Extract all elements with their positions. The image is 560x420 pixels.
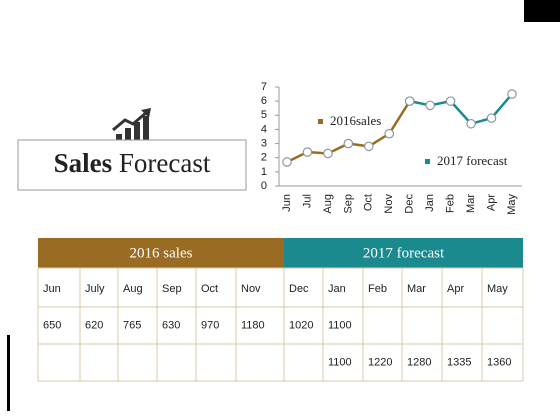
cell: 1335	[447, 356, 471, 368]
month-label: Jun	[43, 283, 61, 295]
title-bold: Sales	[54, 148, 113, 178]
y-tick-label: 3	[261, 137, 267, 149]
title-box	[17, 139, 247, 191]
title: Sales Forecast	[54, 148, 211, 178]
legend-label: 2017 forecast	[437, 153, 508, 168]
legend-swatch	[425, 159, 430, 164]
group-header	[284, 238, 523, 268]
month-label: Mar	[407, 283, 426, 295]
cell: 1360	[487, 356, 511, 368]
x-tick-label: May	[506, 194, 518, 215]
point	[507, 89, 517, 99]
point	[425, 100, 435, 111]
point	[384, 128, 395, 139]
y-tick-label: 7	[261, 81, 267, 93]
series-line	[409, 93, 513, 126]
point	[282, 157, 292, 167]
x-tick-label: Nov	[383, 194, 395, 214]
y-tick-label: 6	[261, 95, 267, 107]
group-label: 2016 sales	[130, 245, 193, 261]
title-rest: Forecast	[119, 148, 211, 178]
x-tick-label: Sep	[342, 194, 354, 214]
cell: 1180	[241, 319, 265, 331]
cell: 1280	[407, 356, 431, 368]
point	[343, 138, 354, 149]
side-bar	[7, 335, 10, 411]
x-tick-label: Apr	[485, 194, 497, 211]
cell: 970	[201, 319, 219, 331]
cell: 1220	[368, 356, 392, 368]
month-label: May	[487, 283, 508, 295]
legend-swatch	[318, 119, 323, 124]
cell: 765	[123, 319, 141, 331]
point	[404, 96, 415, 106]
cell: 620	[85, 319, 103, 331]
month-label: Oct	[201, 283, 218, 295]
x-tick-label: Mar	[465, 194, 477, 213]
cell: 1100	[328, 319, 352, 331]
point	[323, 148, 333, 159]
x-tick-label: Dec	[404, 194, 416, 214]
point	[466, 118, 476, 129]
cell: 1100	[328, 356, 352, 368]
x-tick-label: Feb	[445, 194, 457, 213]
chart: 0 1 2 3 4 5 6 7 Jun Jul Aug Sep Oct Nov Dec Jan Feb Mar Ap…	[261, 81, 522, 215]
month-label: Feb	[368, 283, 387, 295]
group-header	[38, 238, 284, 268]
x-tick-label: Aug	[322, 194, 334, 214]
x-tick-label: Jul	[301, 194, 313, 208]
cell: 650	[43, 319, 61, 331]
month-label: Jan	[328, 283, 346, 295]
x-tick-label: Oct	[363, 194, 375, 211]
y-tick-label: 0	[261, 180, 267, 192]
x-tick-label: Jun	[281, 194, 293, 212]
point	[445, 96, 456, 106]
legend-label: 2016sales	[330, 113, 381, 128]
y-tick-label: 1	[261, 166, 267, 178]
corner-block	[524, 0, 560, 22]
point	[302, 147, 313, 157]
cell: 630	[162, 319, 180, 331]
month-label: Apr	[447, 283, 464, 295]
y-tick-label: 2	[261, 152, 267, 164]
x-tick-label: Jan	[424, 194, 436, 212]
table: 2016 sales 2017 forecast Jun July Aug Sep Oct N…	[37, 238, 524, 382]
point	[363, 141, 374, 152]
month-label: Sep	[162, 283, 182, 295]
y-tick-label: 5	[261, 109, 267, 121]
y-tick-label: 4	[261, 123, 267, 135]
month-label: Dec	[289, 283, 309, 295]
group-label: 2017 forecast	[363, 245, 445, 261]
month-label: Nov	[241, 283, 261, 295]
month-label: Aug	[123, 283, 143, 295]
cell: 1020	[289, 319, 313, 331]
point	[486, 113, 497, 123]
month-label: July	[85, 283, 105, 295]
